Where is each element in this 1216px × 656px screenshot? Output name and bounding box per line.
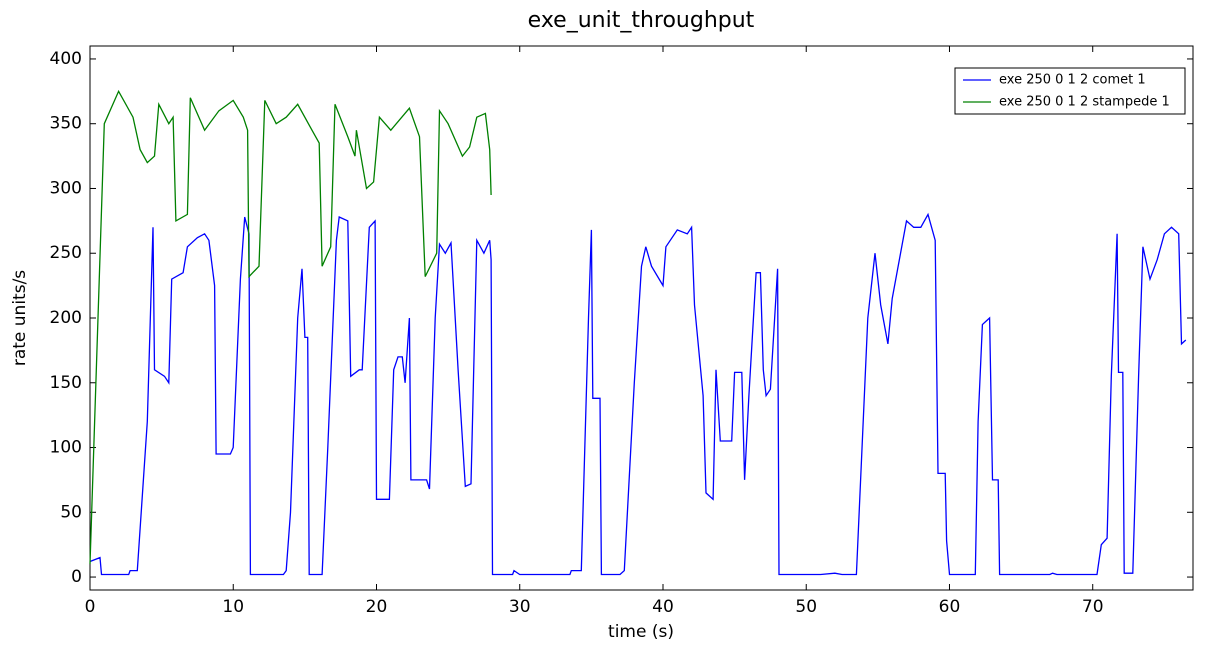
x-axis-label: time (s) [608,622,674,642]
plot-frame [89,45,1194,591]
chart-title: exe_unit_throughput [528,8,755,33]
y-tick-label: 200 [50,308,82,328]
legend-box [954,67,1186,115]
y-tick-label: 150 [50,373,82,393]
x-tick-label: 10 [222,597,244,617]
y-tick-label: 50 [60,502,82,522]
y-tick-label: 0 [71,567,82,587]
x-tick-label: 60 [939,597,961,617]
y-tick-label: 100 [50,438,82,458]
x-tick-label: 70 [1082,597,1104,617]
x-tick-label: 0 [85,597,96,617]
x-tick-label: 50 [795,597,817,617]
legend-label: exe 250 0 1 2 comet 1 [999,73,1146,88]
y-tick-label: 350 [50,114,82,134]
x-tick-label: 40 [652,597,674,617]
x-tick-label: 20 [366,597,388,617]
data-line [89,212,1187,576]
data-line [89,89,492,565]
y-tick-label: 250 [50,243,82,263]
y-tick-label: 400 [50,49,82,69]
y-tick-label: 300 [50,178,82,198]
y-axis-label: rate units/s [10,270,30,366]
legend-label: exe 250 0 1 2 stampede 1 [999,95,1170,110]
x-tick-label: 30 [509,597,531,617]
